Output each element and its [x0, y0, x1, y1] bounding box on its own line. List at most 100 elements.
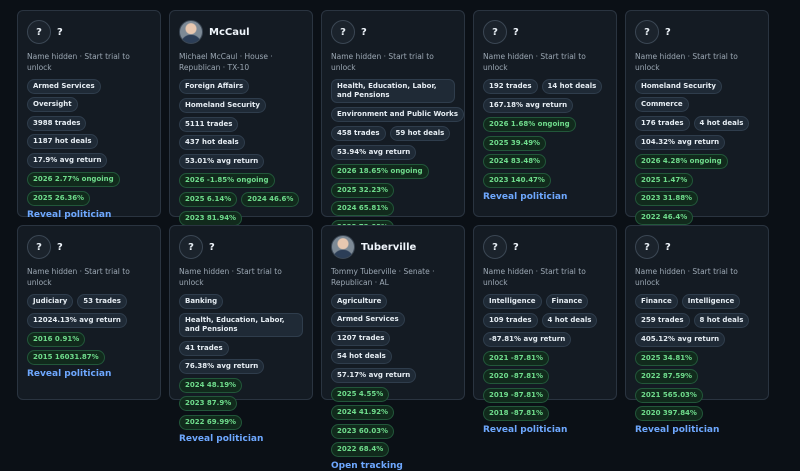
reveal-politician-link[interactable]: Reveal politician	[635, 425, 720, 435]
return-row: 2023 81.94%	[179, 211, 303, 226]
info-chip: 76.38% avg return	[179, 359, 265, 374]
info-chip: Intelligence	[681, 294, 741, 309]
return-row: 2025 39.49% 2024 83.48%	[483, 136, 607, 169]
politician-name: ?	[513, 241, 519, 253]
info-chip: 14 hot deals	[541, 79, 603, 94]
info-chip: 53.94% avg return	[331, 145, 417, 160]
info-chip: Finance	[635, 294, 678, 309]
return-chip: 2025 32.23%	[331, 183, 395, 198]
return-row: 2026 1.68% ongoing	[483, 117, 607, 132]
chip-row: Agriculture Armed Services	[331, 294, 455, 327]
info-chip: 259 trades	[635, 313, 690, 328]
chip-row: 53.94% avg return	[331, 145, 455, 160]
politician-name: ?	[209, 241, 215, 253]
chip-row: 176 trades 4 hot deals	[635, 116, 759, 131]
return-chip: 2021 -87.81%	[483, 351, 549, 366]
info-chip: Intelligence	[483, 294, 542, 309]
chip-row: Banking	[179, 294, 303, 309]
hidden-avatar-icon: ?	[331, 20, 355, 44]
reveal-politician-link[interactable]: Reveal politician	[483, 192, 568, 202]
info-chip: Homeland Security	[179, 98, 266, 113]
chip-row: Foreign Affairs	[179, 79, 303, 94]
return-chip: 2020 -87.81%	[483, 369, 549, 384]
info-chip: 8 hot deals	[693, 313, 750, 328]
info-chip: Oversight	[27, 97, 78, 112]
return-chip: 2025 39.49%	[483, 136, 547, 151]
info-chip: 4 hot deals	[541, 313, 598, 328]
return-chip: 2024 83.48%	[483, 154, 547, 169]
return-row: 2022 46.4%	[635, 210, 759, 225]
info-chip: 59 hot deals	[389, 126, 451, 141]
return-chip: 2023 81.94%	[179, 211, 243, 226]
chip-row: 167.18% avg return	[483, 98, 607, 113]
return-chip: 2020 397.84%	[635, 406, 703, 421]
chip-row: -87.81% avg return	[483, 332, 607, 347]
politician-name: ?	[57, 26, 63, 38]
politician-subtitle: Michael McCaul · House · Republican · TX…	[179, 52, 273, 72]
info-chip: 53 trades	[77, 294, 127, 309]
open-tracking-link[interactable]: Open tracking	[331, 461, 403, 471]
return-chip: 2021 565.03%	[635, 388, 703, 403]
chip-row: 405.12% avg return	[635, 332, 759, 347]
chip-row: 192 trades 14 hot deals	[483, 79, 607, 94]
card-header: ??	[331, 19, 455, 45]
chip-row: 57.17% avg return	[331, 368, 455, 383]
info-chip: Armed Services	[331, 312, 405, 327]
info-chip: -87.81% avg return	[483, 332, 572, 347]
return-row: 2026 -1.85% ongoing	[179, 173, 303, 188]
info-chip: Banking	[179, 294, 224, 309]
chip-row: 17.9% avg return	[27, 153, 151, 168]
chip-row: 3988 trades 1187 hot deals	[27, 116, 151, 149]
chip-row: Health, Education, Labor, and Pensions	[179, 313, 303, 337]
info-chip: 3988 trades	[27, 116, 87, 131]
return-row: 2025 26.36%	[27, 191, 151, 206]
return-chip: 2023 140.47%	[483, 173, 551, 188]
chip-row: 1207 trades 54 hot deals	[331, 331, 455, 364]
card-header: ??	[27, 19, 151, 45]
info-chip: Commerce	[635, 97, 689, 112]
return-chip: 2025 34.81%	[635, 351, 699, 366]
return-row: 2025 34.81% 2022 87.59%	[635, 351, 759, 384]
info-chip: Health, Education, Labor, and Pensions	[179, 313, 303, 337]
info-chip: 54 hot deals	[331, 349, 392, 364]
hidden-avatar-icon: ?	[179, 235, 203, 259]
return-chip: 2023 60.03%	[331, 424, 395, 439]
info-chip: 57.17% avg return	[331, 368, 417, 383]
reveal-politician-link[interactable]: Reveal politician	[483, 425, 568, 435]
info-chip: 458 trades	[331, 126, 386, 141]
politician-name: ?	[665, 26, 671, 38]
politician-card: ?? Name hidden · Start trial to unlock Jud…	[17, 225, 161, 400]
chip-row: Homeland Security	[179, 98, 303, 113]
return-chip: 2019 -87.81%	[483, 388, 549, 403]
card-header: ??	[483, 234, 607, 260]
reveal-politician-link[interactable]: Reveal politician	[27, 369, 112, 379]
return-chip: 2025 4.55%	[331, 387, 390, 402]
card-header: ??	[27, 234, 151, 260]
info-chip: Environment and Public Works	[331, 107, 464, 122]
politician-name: ?	[361, 26, 367, 38]
return-row: 2026 2.77% ongoing	[27, 172, 151, 187]
return-row: 2025 4.55% 2024 41.92%	[331, 387, 455, 420]
reveal-politician-link[interactable]: Reveal politician	[27, 210, 112, 220]
return-chip: 2026 18.65% ongoing	[331, 164, 429, 179]
politician-card: ?? Name hidden · Start trial to unlock Ban…	[169, 225, 313, 444]
info-chip: 437 hot deals	[179, 135, 245, 150]
info-chip: Foreign Affairs	[179, 79, 250, 94]
info-chip: 167.18% avg return	[483, 98, 574, 113]
return-chip: 2026 1.68% ongoing	[483, 117, 576, 132]
return-chip: 2026 2.77% ongoing	[27, 172, 120, 187]
return-chip: 2015 16031.87%	[27, 350, 105, 365]
reveal-politician-link[interactable]: Reveal politician	[179, 434, 264, 444]
politician-subtitle: Name hidden · Start trial to unlock	[331, 52, 434, 72]
politician-name: ?	[665, 241, 671, 253]
info-chip: Agriculture	[331, 294, 388, 309]
return-chip: 2022 46.4%	[635, 210, 694, 225]
chip-row: Armed Services Oversight	[27, 79, 151, 112]
card-header: ??	[179, 234, 303, 260]
info-chip: 104.32% avg return	[635, 135, 726, 150]
return-row: 2021 565.03% 2020 397.84%	[635, 388, 759, 421]
politician-photo	[179, 20, 203, 44]
chip-row: 259 trades 8 hot deals	[635, 313, 759, 328]
hidden-avatar-icon: ?	[635, 20, 659, 44]
politician-card: ?? Name hidden · Start trial to unlock 192…	[473, 10, 617, 217]
